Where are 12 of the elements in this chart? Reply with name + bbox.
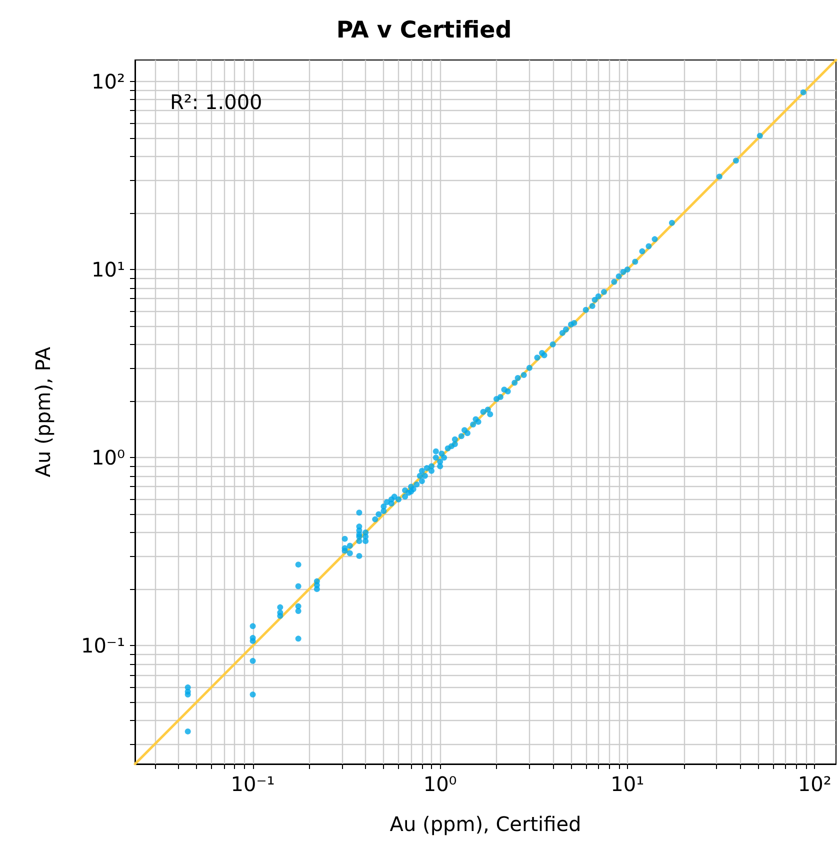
chart-title: PA v Certified xyxy=(336,18,512,44)
x-axis-title: Au (ppm), Certified xyxy=(390,812,582,836)
y-tick-label: 10² xyxy=(92,69,125,94)
y-tick-label: 10⁻¹ xyxy=(80,634,125,658)
y-tick-label: 10⁰ xyxy=(92,446,125,470)
y-axis-title: Au (ppm), PA xyxy=(31,346,55,478)
x-tick-label: 10² xyxy=(798,772,832,796)
x-tick-label: 10⁻¹ xyxy=(230,772,275,796)
y-tick-label: 10¹ xyxy=(92,258,125,282)
annotation: R²: 1.000 xyxy=(170,90,262,114)
x-tick-label: 10⁰ xyxy=(423,772,457,796)
x-tick-label: 10¹ xyxy=(610,772,644,796)
